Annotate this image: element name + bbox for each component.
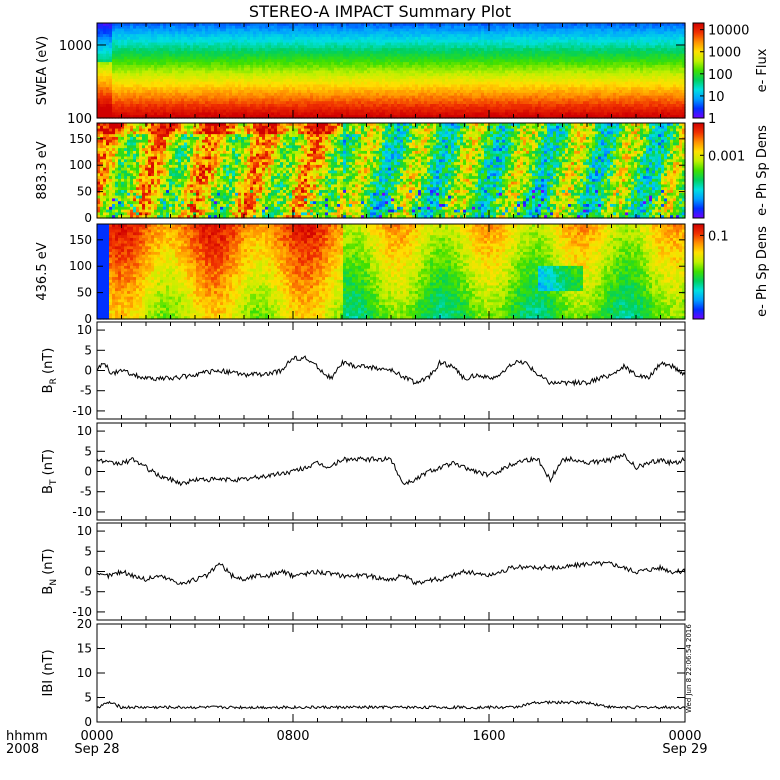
summary-figure: STEREO-A IMPACT Summary Plot 1000100SWEA…	[0, 0, 780, 780]
figure-title: STEREO-A IMPACT Summary Plot	[249, 2, 511, 21]
